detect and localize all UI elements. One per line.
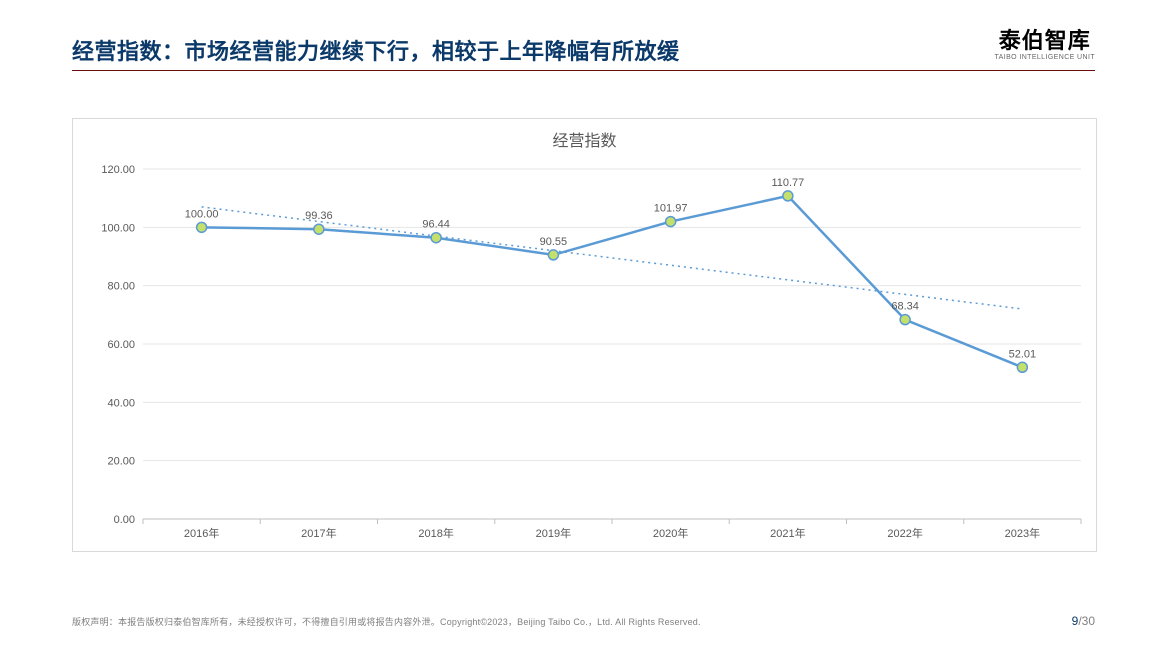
x-tick-label: 2020年 — [653, 526, 688, 540]
x-tick-label: 2019年 — [536, 526, 571, 540]
data-label: 52.01 — [1009, 348, 1037, 360]
slide-root: 经营指数：市场经营能力继续下行，相较于上年降幅有所放缓 泰伯智库 TAIBO I… — [0, 0, 1167, 658]
slide-header: 经营指数：市场经营能力继续下行，相较于上年降幅有所放缓 — [72, 34, 1095, 66]
x-tick-label: 2017年 — [301, 526, 336, 540]
x-tick-label: 2022年 — [887, 526, 922, 540]
chart-svg: 0.00 20.00 40.00 60.00 80.00 100.00 120.00 2016… — [73, 119, 1096, 551]
data-marker — [548, 250, 558, 260]
slide-title: 经营指数：市场经营能力继续下行，相较于上年降幅有所放缓 — [72, 34, 1095, 66]
data-label: 90.55 — [540, 236, 568, 248]
data-marker — [314, 224, 324, 234]
data-label: 100.00 — [185, 208, 219, 220]
data-marker — [783, 191, 793, 201]
brand-logo: 泰伯智库 TAIBO INTELLIGENCE UNIT — [995, 30, 1095, 61]
data-label: 99.36 — [305, 210, 333, 222]
data-marker — [431, 233, 441, 243]
data-marker — [197, 222, 207, 232]
page-total: /30 — [1078, 614, 1095, 628]
chart-container: 经营指数 0.0020.0040.0060.0080.00100.00120.0… — [72, 118, 1097, 552]
y-tick-label: 60.00 — [107, 339, 135, 351]
data-marker — [1017, 362, 1027, 372]
x-tick-label: 2021年 — [770, 526, 805, 540]
brand-logo-main: 泰伯智库 — [995, 30, 1095, 52]
y-tick-label: 80.00 — [107, 281, 135, 293]
x-tick-label: 2018年 — [418, 526, 453, 540]
y-tick-label: 120.00 — [101, 164, 135, 176]
data-marker — [900, 315, 910, 325]
title-underline — [72, 70, 1095, 71]
data-label: 110.77 — [771, 177, 804, 189]
slide-footer: 版权声明：本报告版权归泰伯智库所有，未经授权许可，不得擅自引用或将报告内容外泄。… — [72, 614, 1095, 628]
x-tick-label: 2016年 — [184, 526, 219, 540]
y-tick-label: 100.00 — [101, 222, 135, 234]
y-tick-label: 40.00 — [107, 397, 135, 409]
y-tick-label: 0.00 — [114, 514, 135, 526]
data-label: 101.97 — [654, 203, 688, 215]
trend-line — [202, 207, 1023, 309]
copyright-text: 版权声明：本报告版权归泰伯智库所有，未经授权许可，不得擅自引用或将报告内容外泄。… — [72, 615, 701, 628]
data-label: 68.34 — [891, 301, 919, 313]
data-label: 96.44 — [422, 219, 450, 231]
y-tick-label: 20.00 — [107, 456, 135, 468]
brand-logo-sub: TAIBO INTELLIGENCE UNIT — [995, 54, 1095, 61]
page-number: 9/30 — [1072, 614, 1095, 628]
x-tick-label: 2023年 — [1005, 526, 1040, 540]
data-marker — [666, 217, 676, 227]
